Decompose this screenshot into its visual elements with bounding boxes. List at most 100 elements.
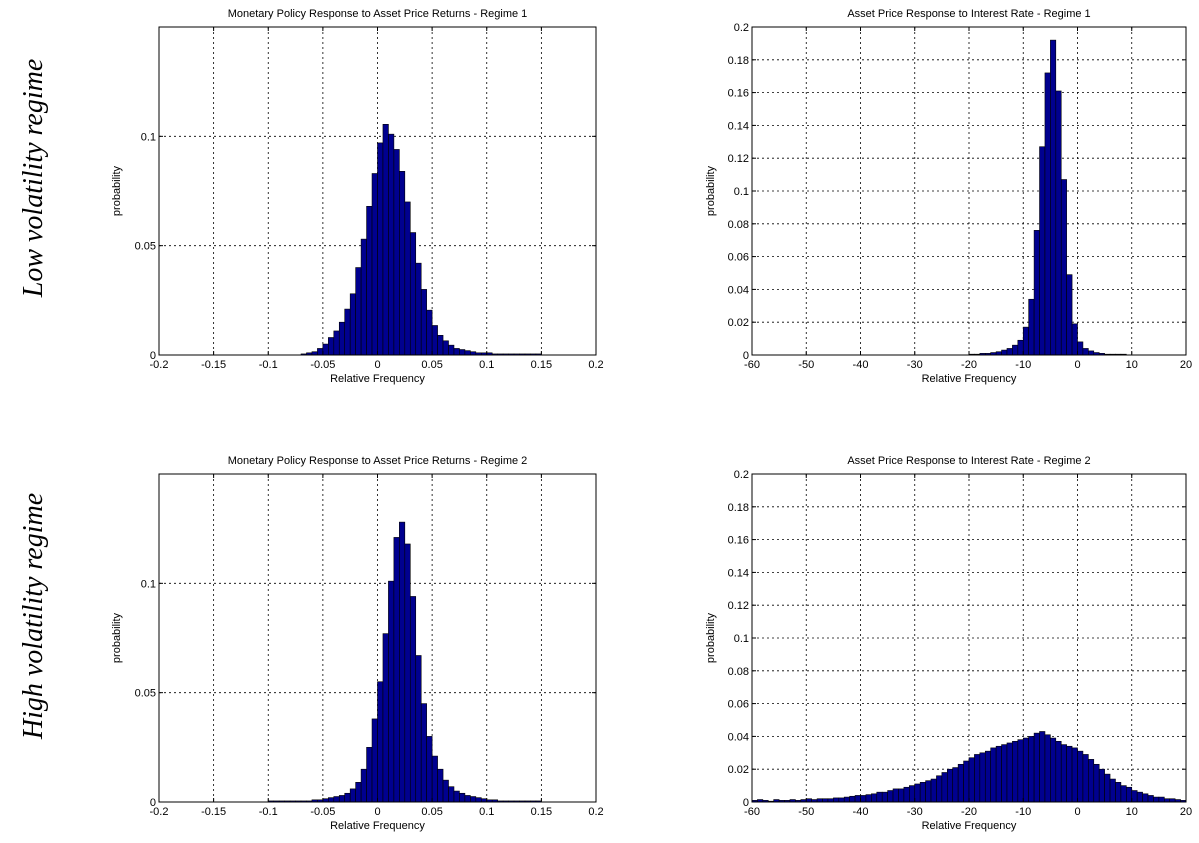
chart1-xtick-label: -50 (798, 359, 814, 371)
chart3-xtick-label: 10 (1126, 806, 1138, 818)
chart0-bar (415, 262, 422, 356)
chart2-bar (431, 755, 438, 803)
chart1-ytick-label: 0.12 (728, 153, 749, 165)
chart1-bar (1060, 179, 1067, 356)
chart3-bar (1017, 739, 1024, 803)
chart0-bar (333, 330, 340, 356)
chart2-bar (453, 790, 460, 803)
chart2-xtick-label: -0.2 (150, 806, 169, 818)
chart1-ylabel: probability (705, 165, 717, 216)
chart2-bar (338, 795, 346, 803)
chart2-bar (355, 782, 362, 803)
chart1-bar (1028, 298, 1035, 356)
chart3-bar (979, 752, 986, 803)
chart2-bar (415, 655, 422, 803)
chart3-bar (1104, 773, 1111, 803)
chart3-bar (914, 783, 921, 803)
chart0-bar (437, 335, 444, 356)
chart-panel-mp-regime1: -0.2 -0.15 -0.1 -0.05 0 0.05 0.1 0.15 0.2 0 0.05 0.… (111, 8, 604, 385)
chart2-bar (459, 792, 466, 803)
chart0-ytick-label: 0.1 (141, 131, 156, 143)
chart3-bar (1126, 786, 1133, 803)
chart1-bar (1001, 349, 1008, 356)
chart2-xtick-label: 0.05 (421, 806, 442, 818)
chart3-ytick-label: 0.18 (728, 502, 749, 514)
chart3-xlabel: Relative Frequency (922, 820, 1017, 832)
chart0-bar (377, 142, 384, 356)
chart2-bar (366, 747, 373, 803)
chart3-ylabel: probability (705, 612, 717, 663)
chart1-bar (1050, 39, 1057, 356)
chart3-ytick-label: 0.2 (734, 469, 749, 481)
chart1-ytick-label: 0.16 (728, 88, 749, 100)
chart3-xtick-label: -60 (744, 806, 760, 818)
chart3-ytick-label: 0 (743, 797, 749, 809)
chart3-bar (865, 794, 872, 803)
chart3-bar (1098, 768, 1105, 803)
chart1-ytick-label: 0.18 (728, 55, 749, 67)
chart3-ytick-label: 0.02 (728, 764, 749, 776)
chart0-bar (453, 348, 460, 356)
chart3-bar (1088, 759, 1095, 803)
chart0-bar (355, 267, 362, 356)
chart1-title: Asset Price Response to Interest Rate - … (847, 8, 1090, 20)
chart2-ytick-label: 0.05 (135, 688, 156, 700)
chart1-xtick-label: 20 (1180, 359, 1192, 371)
chart0-xlabel: Relative Frequency (330, 373, 425, 385)
chart0-title: Monetary Policy Response to Asset Price … (228, 8, 528, 20)
chart1-ytick-label: 0.08 (728, 219, 749, 231)
chart3-ytick-label: 0.08 (728, 666, 749, 678)
chart0-bar (393, 149, 400, 356)
chart3-bar (909, 785, 916, 803)
chart1-bar (1012, 344, 1019, 356)
chart0-bar (371, 173, 378, 356)
chart2-bar (399, 521, 406, 803)
chart0-bar (464, 350, 471, 356)
chart0-xtick-label: 0.15 (531, 359, 552, 371)
chart0-bar (328, 337, 335, 356)
chart3-bar (1136, 791, 1143, 803)
chart-panel-ap-regime2: -60 -50 -40 -30 -20 -10 0 10 20 0 0.02 0.04 0.06 0.08… (705, 455, 1192, 832)
chart2-bar (349, 788, 356, 803)
chart0-bar (399, 171, 406, 356)
chart1-ytick-label: 0.14 (728, 120, 749, 132)
chart2-bar (426, 736, 433, 803)
chart3-bar (952, 767, 959, 803)
chart1-ytick-label: 0.02 (728, 317, 749, 329)
chart3-ytick-label: 0.16 (728, 535, 749, 547)
chart3-bar (925, 780, 932, 803)
chart1-ytick-label: 0.2 (734, 22, 749, 34)
chart3-bar (1060, 744, 1067, 803)
chart2-bar (333, 796, 340, 803)
chart2-xtick-label: 0.15 (531, 806, 552, 818)
chart3-bar (833, 797, 840, 803)
chart0-bar (409, 232, 417, 356)
chart0-bar (338, 321, 346, 356)
chart0-xtick-label: 0.1 (479, 359, 494, 371)
chart3-xtick-label: -40 (853, 806, 869, 818)
chart3-bar (1066, 745, 1073, 803)
chart3-ytick-label: 0.04 (728, 731, 749, 743)
chart0-bar (317, 348, 324, 356)
chart0-bar (322, 343, 329, 356)
chart2-bar (475, 797, 482, 803)
chart3-ytick-label: 0.06 (728, 699, 749, 711)
chart0-ylabel: probability (111, 165, 123, 216)
chart1-bar (1033, 230, 1040, 356)
chart1-bar (1055, 90, 1062, 356)
chart3-bar (871, 793, 878, 803)
chart3-bar (1093, 763, 1100, 803)
chart2-xtick-label: -0.05 (310, 806, 335, 818)
chart1-xtick-label: 0 (1074, 359, 1080, 371)
chart3-bar (1120, 785, 1127, 803)
chart0-xtick-label: -0.15 (201, 359, 226, 371)
chart3-bar (854, 795, 861, 803)
chart1-ytick-label: 0.06 (728, 252, 749, 264)
chart0-xtick-label: 0.2 (588, 359, 603, 371)
chart3-bar (892, 788, 899, 803)
chart3-bar (1082, 754, 1089, 803)
chart3-xtick-label: 20 (1180, 806, 1192, 818)
chart2-bar (328, 797, 335, 803)
chart2-bar (437, 768, 444, 803)
chart1-ytick-label: 0 (743, 350, 749, 362)
